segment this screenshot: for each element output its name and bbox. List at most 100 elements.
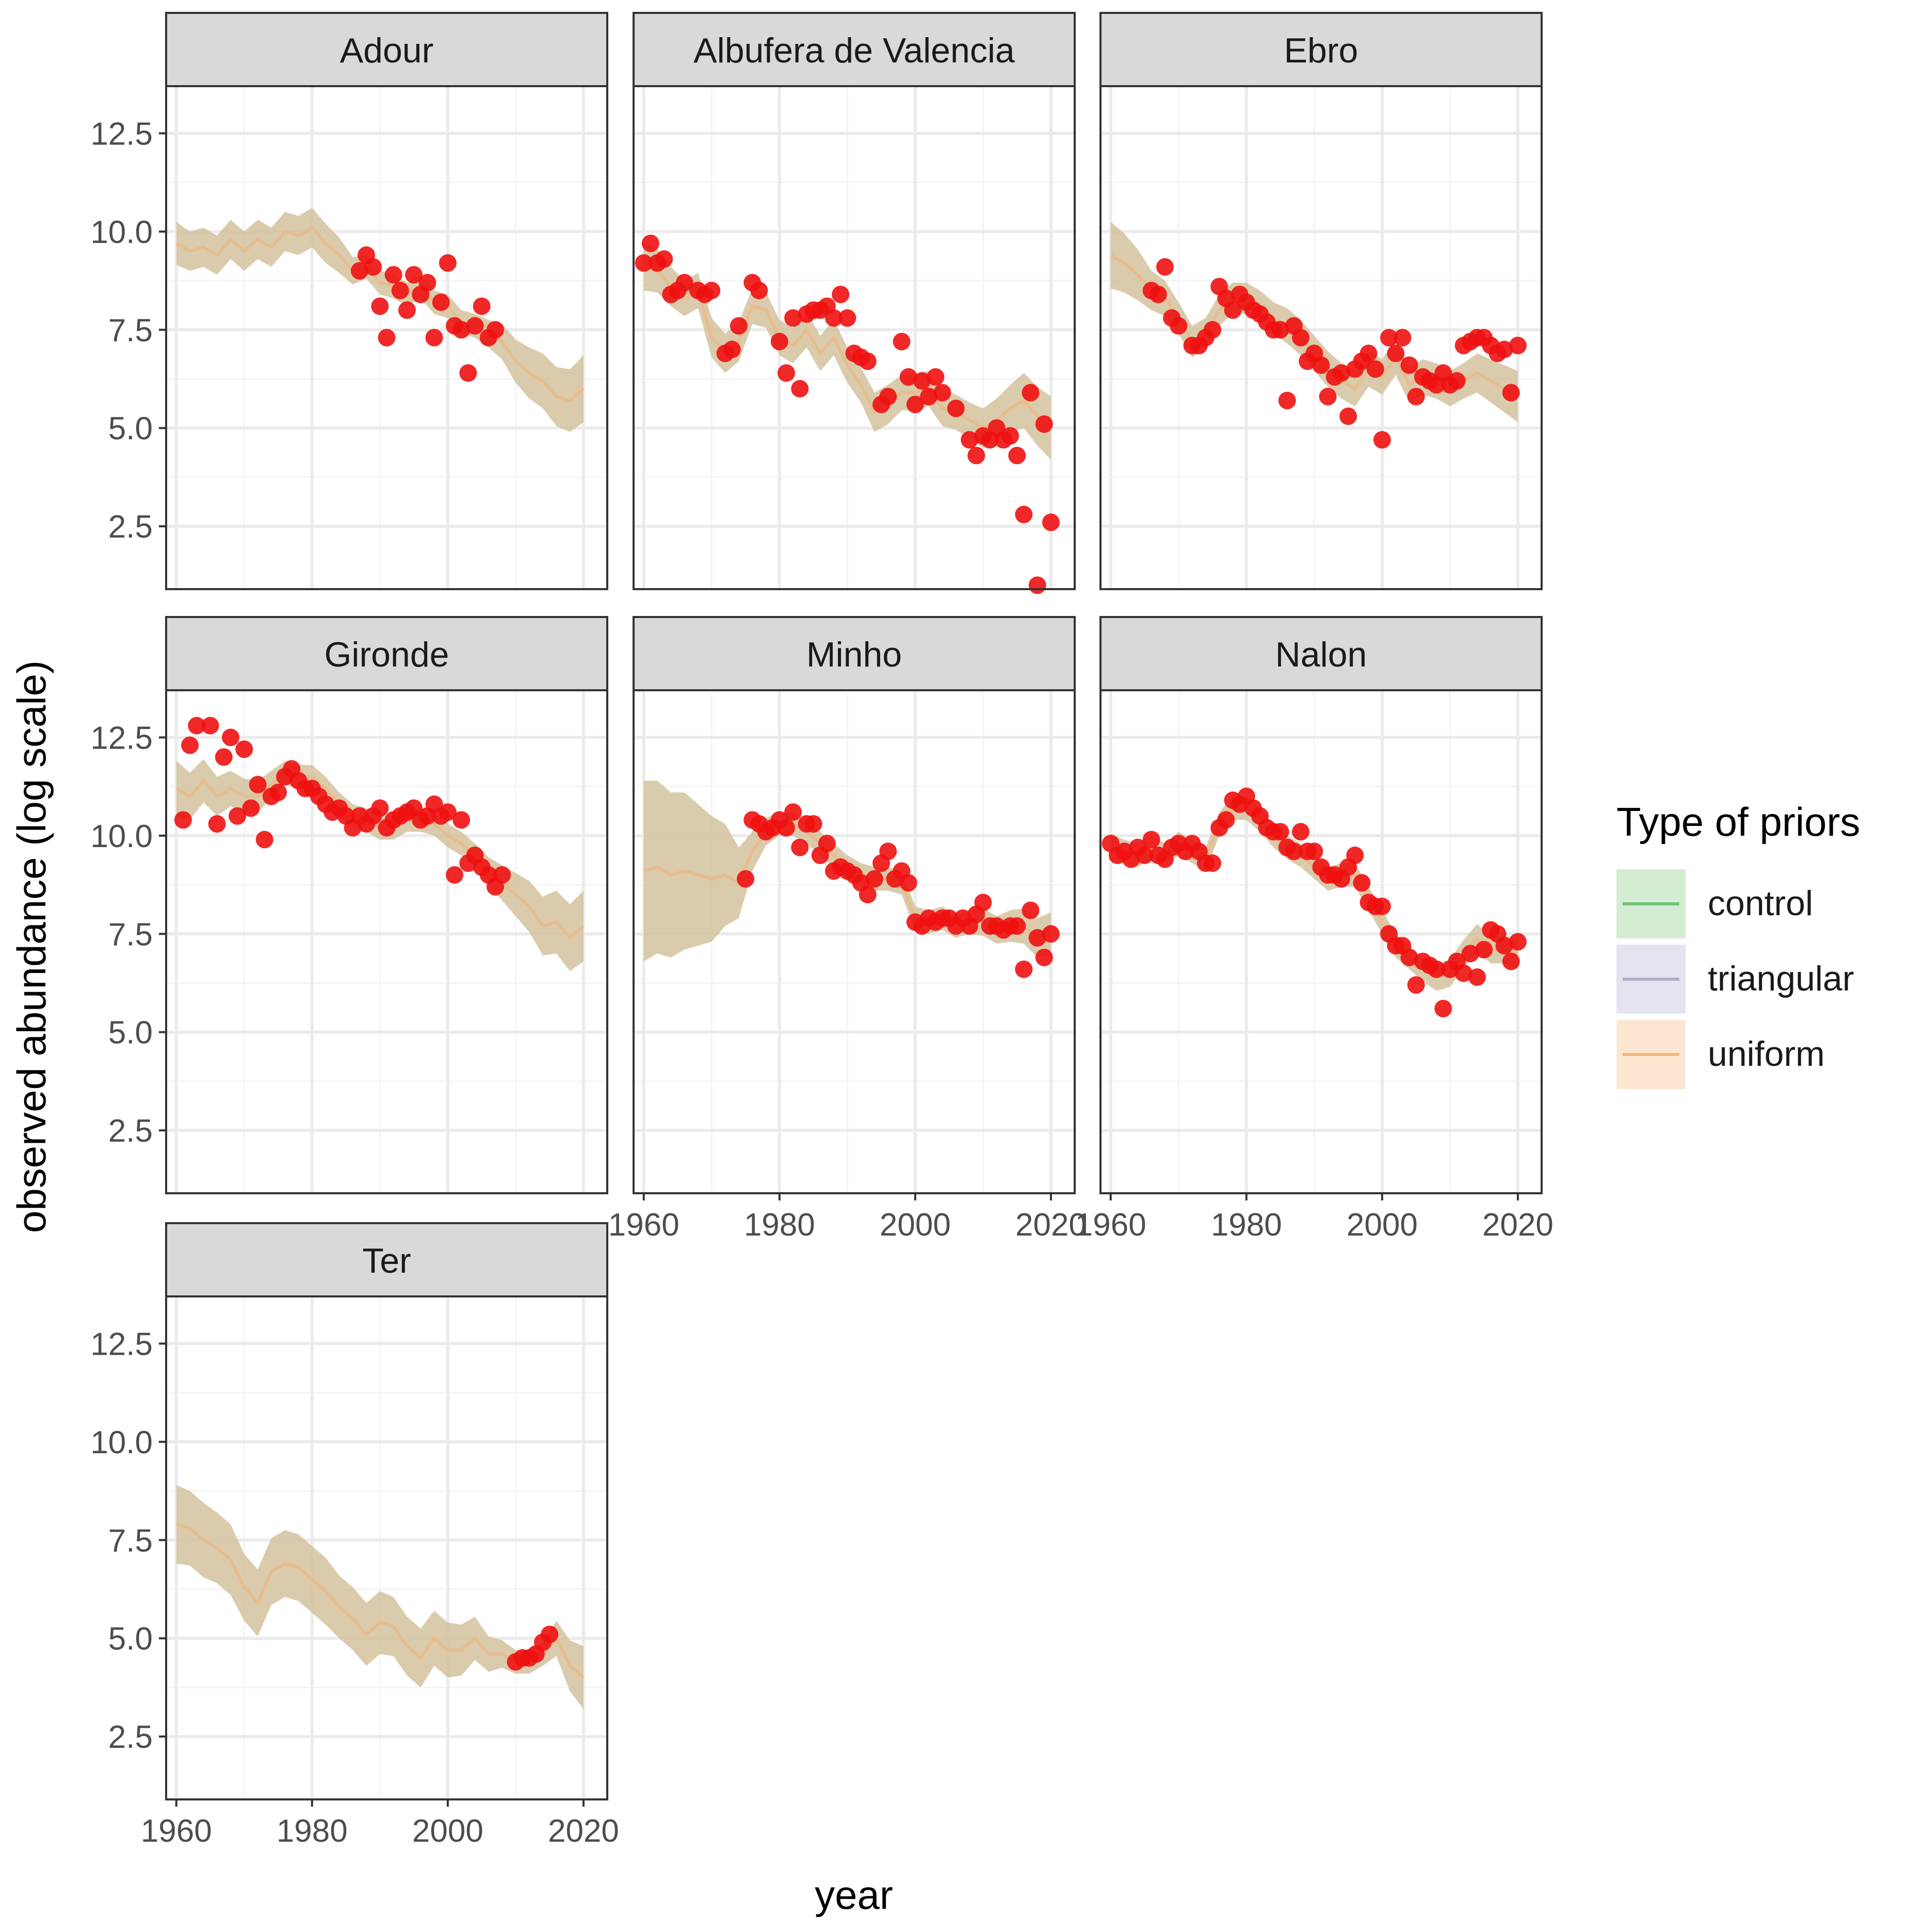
facet-strip-label: Albufera de Valencia [693, 31, 1015, 70]
observed-point [974, 894, 992, 912]
observed-point [1428, 960, 1446, 978]
facet-panels: Adour 2.5 5.0 7.5 10.0 12.5 Albufera de Valenc… [90, 12, 1553, 1849]
observed-point [1387, 344, 1405, 362]
panel-ebro: Ebro [1099, 12, 1543, 590]
observed-point [1015, 506, 1033, 524]
observed-point [967, 447, 985, 465]
observed-point [364, 258, 382, 276]
observed-point [1407, 387, 1425, 405]
panel-border [165, 689, 608, 1194]
observed-point [378, 329, 396, 347]
observed-point [859, 352, 877, 370]
observed-point [1502, 384, 1520, 402]
x-tick-label: 2020 [1015, 1207, 1087, 1243]
observed-point [439, 254, 457, 272]
observed-point [371, 799, 389, 817]
observed-point [405, 266, 423, 284]
observed-point [791, 838, 809, 856]
legend-key-triangular: triangular [1616, 945, 1854, 1014]
observed-point [865, 870, 883, 888]
observed-point [188, 717, 206, 735]
observed-point [255, 831, 273, 849]
panel-border [165, 85, 608, 590]
panel-border [633, 689, 1076, 1194]
observed-point [1353, 874, 1371, 892]
observed-point [432, 293, 450, 311]
y-tick-label: 10.0 [90, 215, 153, 250]
observed-point [1142, 831, 1160, 849]
observed-point [493, 866, 511, 884]
observed-point [1509, 933, 1527, 951]
y-tick-label: 10.0 [90, 819, 153, 854]
observed-point [446, 866, 464, 884]
panel-border [165, 1295, 608, 1800]
observed-point [1495, 340, 1513, 359]
observed-point [1366, 360, 1384, 378]
observed-point [1217, 811, 1235, 829]
observed-point [541, 1626, 559, 1644]
observed-point [893, 333, 911, 351]
observed-point [1224, 301, 1242, 319]
observed-point [1028, 929, 1046, 947]
observed-point [879, 387, 897, 405]
y-tick-label: 12.5 [90, 720, 153, 756]
panel-border [1099, 85, 1543, 590]
observed-point [1468, 968, 1486, 986]
observed-point [777, 364, 795, 382]
observed-point [1008, 447, 1026, 465]
y-tick-label: 7.5 [108, 313, 153, 348]
observed-point [1407, 976, 1425, 994]
legend-label: uniform [1708, 1034, 1825, 1074]
observed-point [473, 297, 491, 315]
observed-point [730, 317, 748, 335]
observed-point [1495, 937, 1513, 955]
observed-point [1271, 321, 1289, 339]
x-tick-label: 2020 [1482, 1207, 1553, 1243]
observed-point [229, 807, 247, 825]
facet-strip-label: Ebro [1284, 31, 1358, 70]
facet-strip [633, 616, 1076, 691]
observed-point [439, 803, 457, 821]
facet-strip-label: Minho [806, 635, 902, 674]
observed-point [1305, 842, 1323, 861]
panel-nalon: Nalon 1960 1980 2000 2020 [1075, 616, 1553, 1243]
observed-point [1204, 321, 1222, 339]
legend-label: triangular [1708, 959, 1854, 998]
observed-point [221, 728, 239, 746]
observed-point [1042, 925, 1060, 943]
observed-point [1285, 842, 1303, 861]
observed-point [1035, 948, 1053, 966]
observed-point [784, 803, 802, 821]
observed-point [391, 282, 409, 300]
y-tick-label: 7.5 [108, 917, 153, 952]
observed-point [466, 317, 484, 335]
credible-band [176, 1485, 584, 1709]
y-tick-label: 2.5 [108, 1113, 153, 1149]
observed-point [920, 387, 938, 405]
observed-point [1271, 823, 1289, 841]
y-tick-label: 12.5 [90, 1326, 153, 1362]
observed-point [818, 835, 836, 853]
observed-point [1400, 948, 1418, 966]
facet-strip [165, 12, 608, 87]
observed-point [737, 870, 755, 888]
observed-point [1434, 999, 1452, 1017]
fitted-line [175, 226, 585, 402]
observed-point [655, 250, 673, 268]
observed-point [635, 254, 653, 272]
panel-albufera-de-valencia: Albufera de Valencia [633, 12, 1076, 594]
observed-point [770, 333, 788, 351]
observed-point [1292, 823, 1310, 841]
observed-point [947, 399, 965, 417]
observed-point [899, 874, 917, 892]
x-tick-label: 2020 [548, 1813, 619, 1849]
observed-point [452, 321, 471, 339]
observed-point [703, 282, 721, 300]
x-tick-label: 2000 [880, 1207, 951, 1243]
y-tick-label: 5.0 [108, 1621, 153, 1657]
panel-ter: Ter 2.5 5.0 7.5 10.0 12.5 1960 1980 2000 2020 [90, 1222, 619, 1849]
observed-point [1156, 258, 1174, 276]
credible-band [176, 759, 584, 971]
observed-point [1509, 336, 1527, 354]
